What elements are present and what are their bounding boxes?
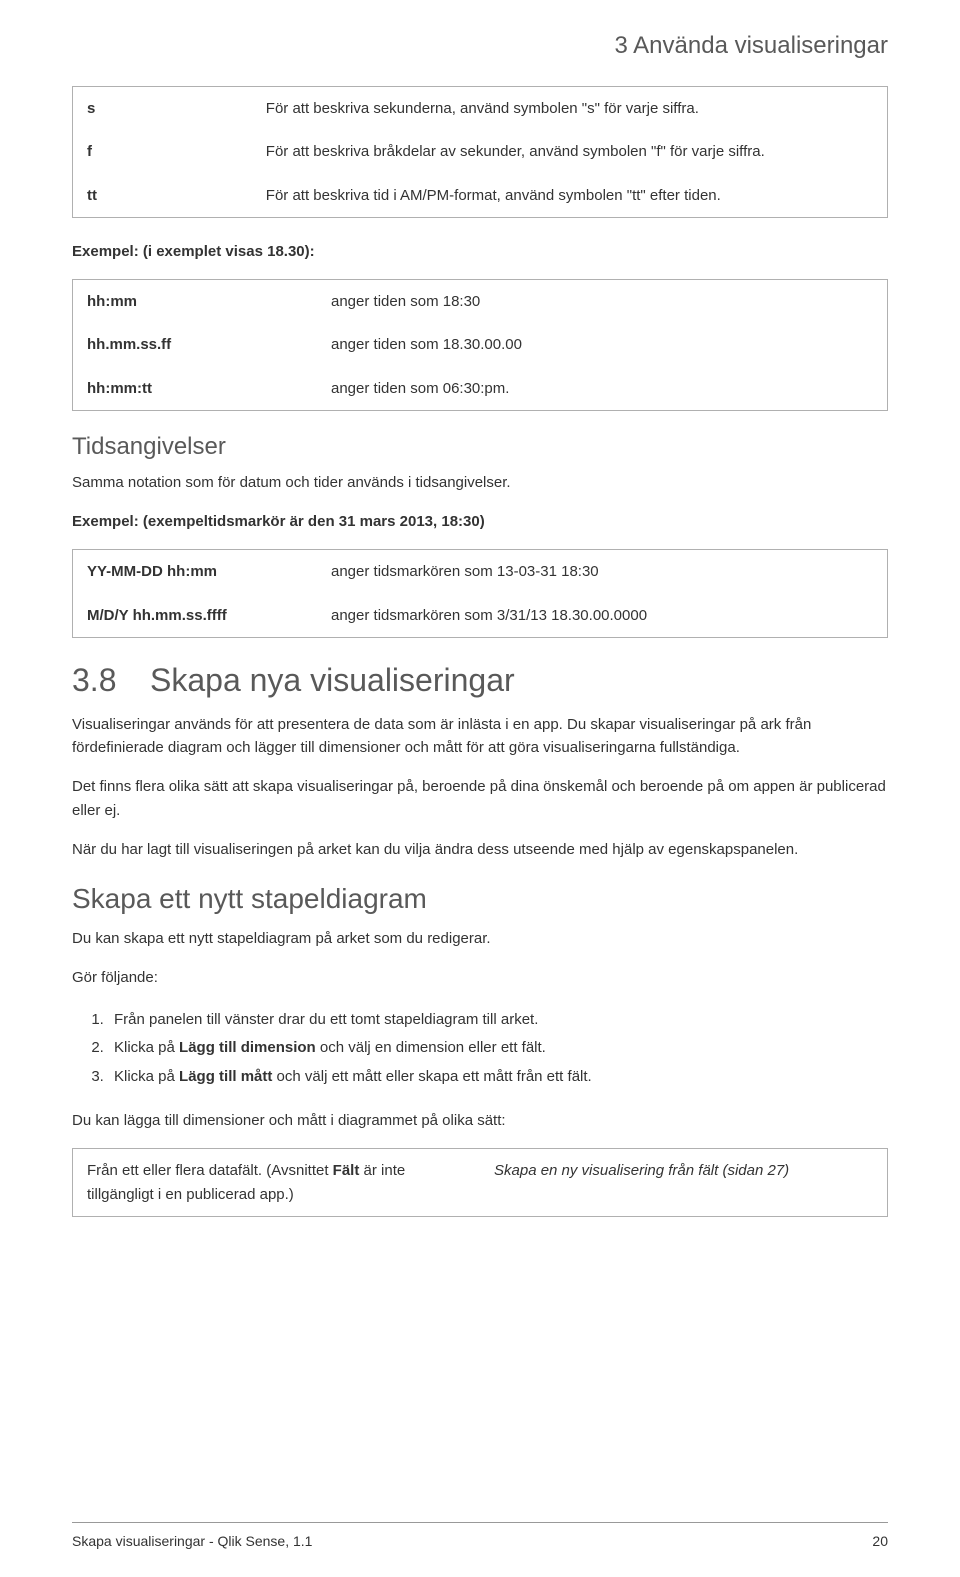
step-text: och välj ett mått eller skapa ett mått f… xyxy=(272,1068,591,1085)
time-format-table: hh:mm anger tiden som 18:30 hh.mm.ss.ff … xyxy=(72,279,888,411)
paragraph: Det finns flera olika sätt att skapa vis… xyxy=(72,775,888,822)
step-bold: Lägg till dimension xyxy=(179,1039,316,1056)
paragraph: När du har lagt till visualiseringen på … xyxy=(72,838,888,861)
page-header: 3 Använda visualiseringar xyxy=(72,32,888,60)
cell-key: hh:mm xyxy=(73,280,318,324)
cell-val: anger tidsmarkören som 13-03-31 18:30 xyxy=(317,550,888,594)
cross-reference: Skapa en ny visualisering från fält (sid… xyxy=(494,1162,789,1179)
paragraph: Visualiseringar används för att presente… xyxy=(72,713,888,760)
paragraph: Du kan skapa ett nytt stapeldiagram på a… xyxy=(72,927,888,950)
step-text: Klicka på xyxy=(114,1068,179,1085)
step-item: Klicka på Lägg till dimension och välj e… xyxy=(108,1034,888,1063)
steps-list: Från panelen till vänster drar du ett to… xyxy=(108,1006,888,1092)
cell-val: anger tidsmarkören som 3/31/13 18.30.00.… xyxy=(317,594,888,638)
table-row: hh:mm anger tiden som 18:30 xyxy=(73,280,888,324)
section-number: 3.8 xyxy=(72,662,150,699)
step-text: och välj en dimension eller ett fält. xyxy=(316,1039,546,1056)
table-row: f För att beskriva bråkdelar av sekunder… xyxy=(73,130,888,173)
step-bold: Lägg till mått xyxy=(179,1068,272,1085)
cell-val: anger tiden som 18.30.00.00 xyxy=(317,323,888,366)
symbol-table: s För att beskriva sekunderna, använd sy… xyxy=(72,86,888,218)
paragraph: Du kan lägga till dimensioner och mått i… xyxy=(72,1109,888,1132)
subheading-stapeldiagram: Skapa ett nytt stapeldiagram xyxy=(72,883,888,915)
timestamp-table: YY-MM-DD hh:mm anger tidsmarkören som 13… xyxy=(72,549,888,638)
table-row: tt För att beskriva tid i AM/PM-format, … xyxy=(73,174,888,218)
text-bold: Fält xyxy=(333,1162,360,1179)
section-title: Skapa nya visualiseringar xyxy=(150,662,515,698)
cell-right: Skapa en ny visualisering från fält (sid… xyxy=(480,1149,888,1217)
cell-key: f xyxy=(73,130,252,173)
step-item: Klicka på Lägg till mått och välj ett må… xyxy=(108,1063,888,1092)
cell-key: hh.mm.ss.ff xyxy=(73,323,318,366)
paragraph: Samma notation som för datum och tider a… xyxy=(72,471,888,494)
cell-val: anger tiden som 06:30:pm. xyxy=(317,367,888,411)
cell-key: hh:mm:tt xyxy=(73,367,318,411)
cell-key: M/D/Y hh.mm.ss.ffff xyxy=(73,594,318,638)
cell-key: tt xyxy=(73,174,252,218)
footer-left: Skapa visualiseringar - Qlik Sense, 1.1 xyxy=(72,1533,312,1549)
table-row: hh:mm:tt anger tiden som 06:30:pm. xyxy=(73,367,888,411)
footer-divider xyxy=(72,1522,888,1523)
text-pre: Från ett eller flera datafält. (Avsnitte… xyxy=(87,1162,333,1179)
section-heading: 3.8Skapa nya visualiseringar xyxy=(72,662,888,699)
example-label: Exempel: (exempeltidsmarkör är den 31 ma… xyxy=(72,510,888,533)
table-row: hh.mm.ss.ff anger tiden som 18.30.00.00 xyxy=(73,323,888,366)
cell-val: För att beskriva tid i AM/PM-format, anv… xyxy=(252,174,888,218)
table-row: Från ett eller flera datafält. (Avsnitte… xyxy=(73,1149,888,1217)
cell-key: s xyxy=(73,87,252,131)
cell-val: För att beskriva bråkdelar av sekunder, … xyxy=(252,130,888,173)
table-row: YY-MM-DD hh:mm anger tidsmarkören som 13… xyxy=(73,550,888,594)
example-label: Exempel: (i exemplet visas 18.30): xyxy=(72,240,888,263)
page-footer: Skapa visualiseringar - Qlik Sense, 1.1 … xyxy=(72,1522,888,1549)
cell-key: YY-MM-DD hh:mm xyxy=(73,550,318,594)
table-row: s För att beskriva sekunderna, använd sy… xyxy=(73,87,888,131)
step-text: Klicka på xyxy=(114,1039,179,1056)
step-text: Från panelen till vänster drar du ett to… xyxy=(114,1011,538,1028)
step-item: Från panelen till vänster drar du ett to… xyxy=(108,1006,888,1035)
cell-val: anger tiden som 18:30 xyxy=(317,280,888,324)
subheading-tidsangivelser: Tidsangivelser xyxy=(72,433,888,461)
options-table: Från ett eller flera datafält. (Avsnitte… xyxy=(72,1148,888,1217)
cell-val: För att beskriva sekunderna, använd symb… xyxy=(252,87,888,131)
footer-page-number: 20 xyxy=(872,1533,888,1549)
do-label: Gör följande: xyxy=(72,966,888,989)
table-row: M/D/Y hh.mm.ss.ffff anger tidsmarkören s… xyxy=(73,594,888,638)
cell-left: Från ett eller flera datafält. (Avsnitte… xyxy=(73,1149,481,1217)
